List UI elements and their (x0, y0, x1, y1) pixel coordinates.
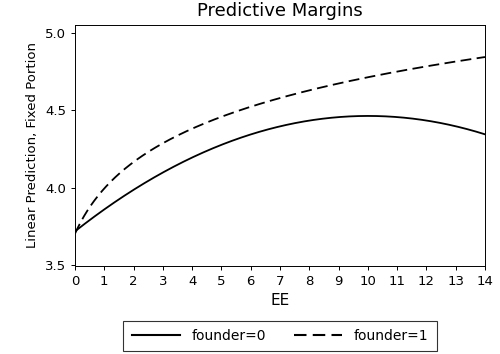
founder=1 (482, 55, 488, 59)
founder=0 (269, 126, 275, 130)
founder=0 (316, 117, 322, 121)
founder=1 (266, 99, 272, 103)
founder=1 (72, 232, 78, 236)
Line: founder=1: founder=1 (75, 57, 485, 234)
founder=0 (294, 121, 300, 125)
Line: founder=0: founder=0 (75, 116, 485, 231)
Legend: founder=0, founder=1: founder=0, founder=1 (124, 321, 436, 351)
founder=0 (266, 127, 272, 131)
founder=1 (472, 56, 478, 61)
founder=0 (409, 116, 415, 121)
founder=0 (473, 130, 479, 134)
founder=0 (366, 114, 372, 118)
founder=0 (72, 229, 78, 233)
founder=1 (408, 67, 414, 71)
Title: Predictive Margins: Predictive Margins (197, 2, 363, 21)
founder=1 (316, 86, 322, 90)
X-axis label: EE: EE (270, 293, 289, 308)
founder=1 (294, 91, 300, 96)
Y-axis label: Linear Prediction, Fixed Portion: Linear Prediction, Fixed Portion (26, 42, 40, 248)
founder=0 (482, 132, 488, 136)
founder=1 (269, 98, 275, 102)
